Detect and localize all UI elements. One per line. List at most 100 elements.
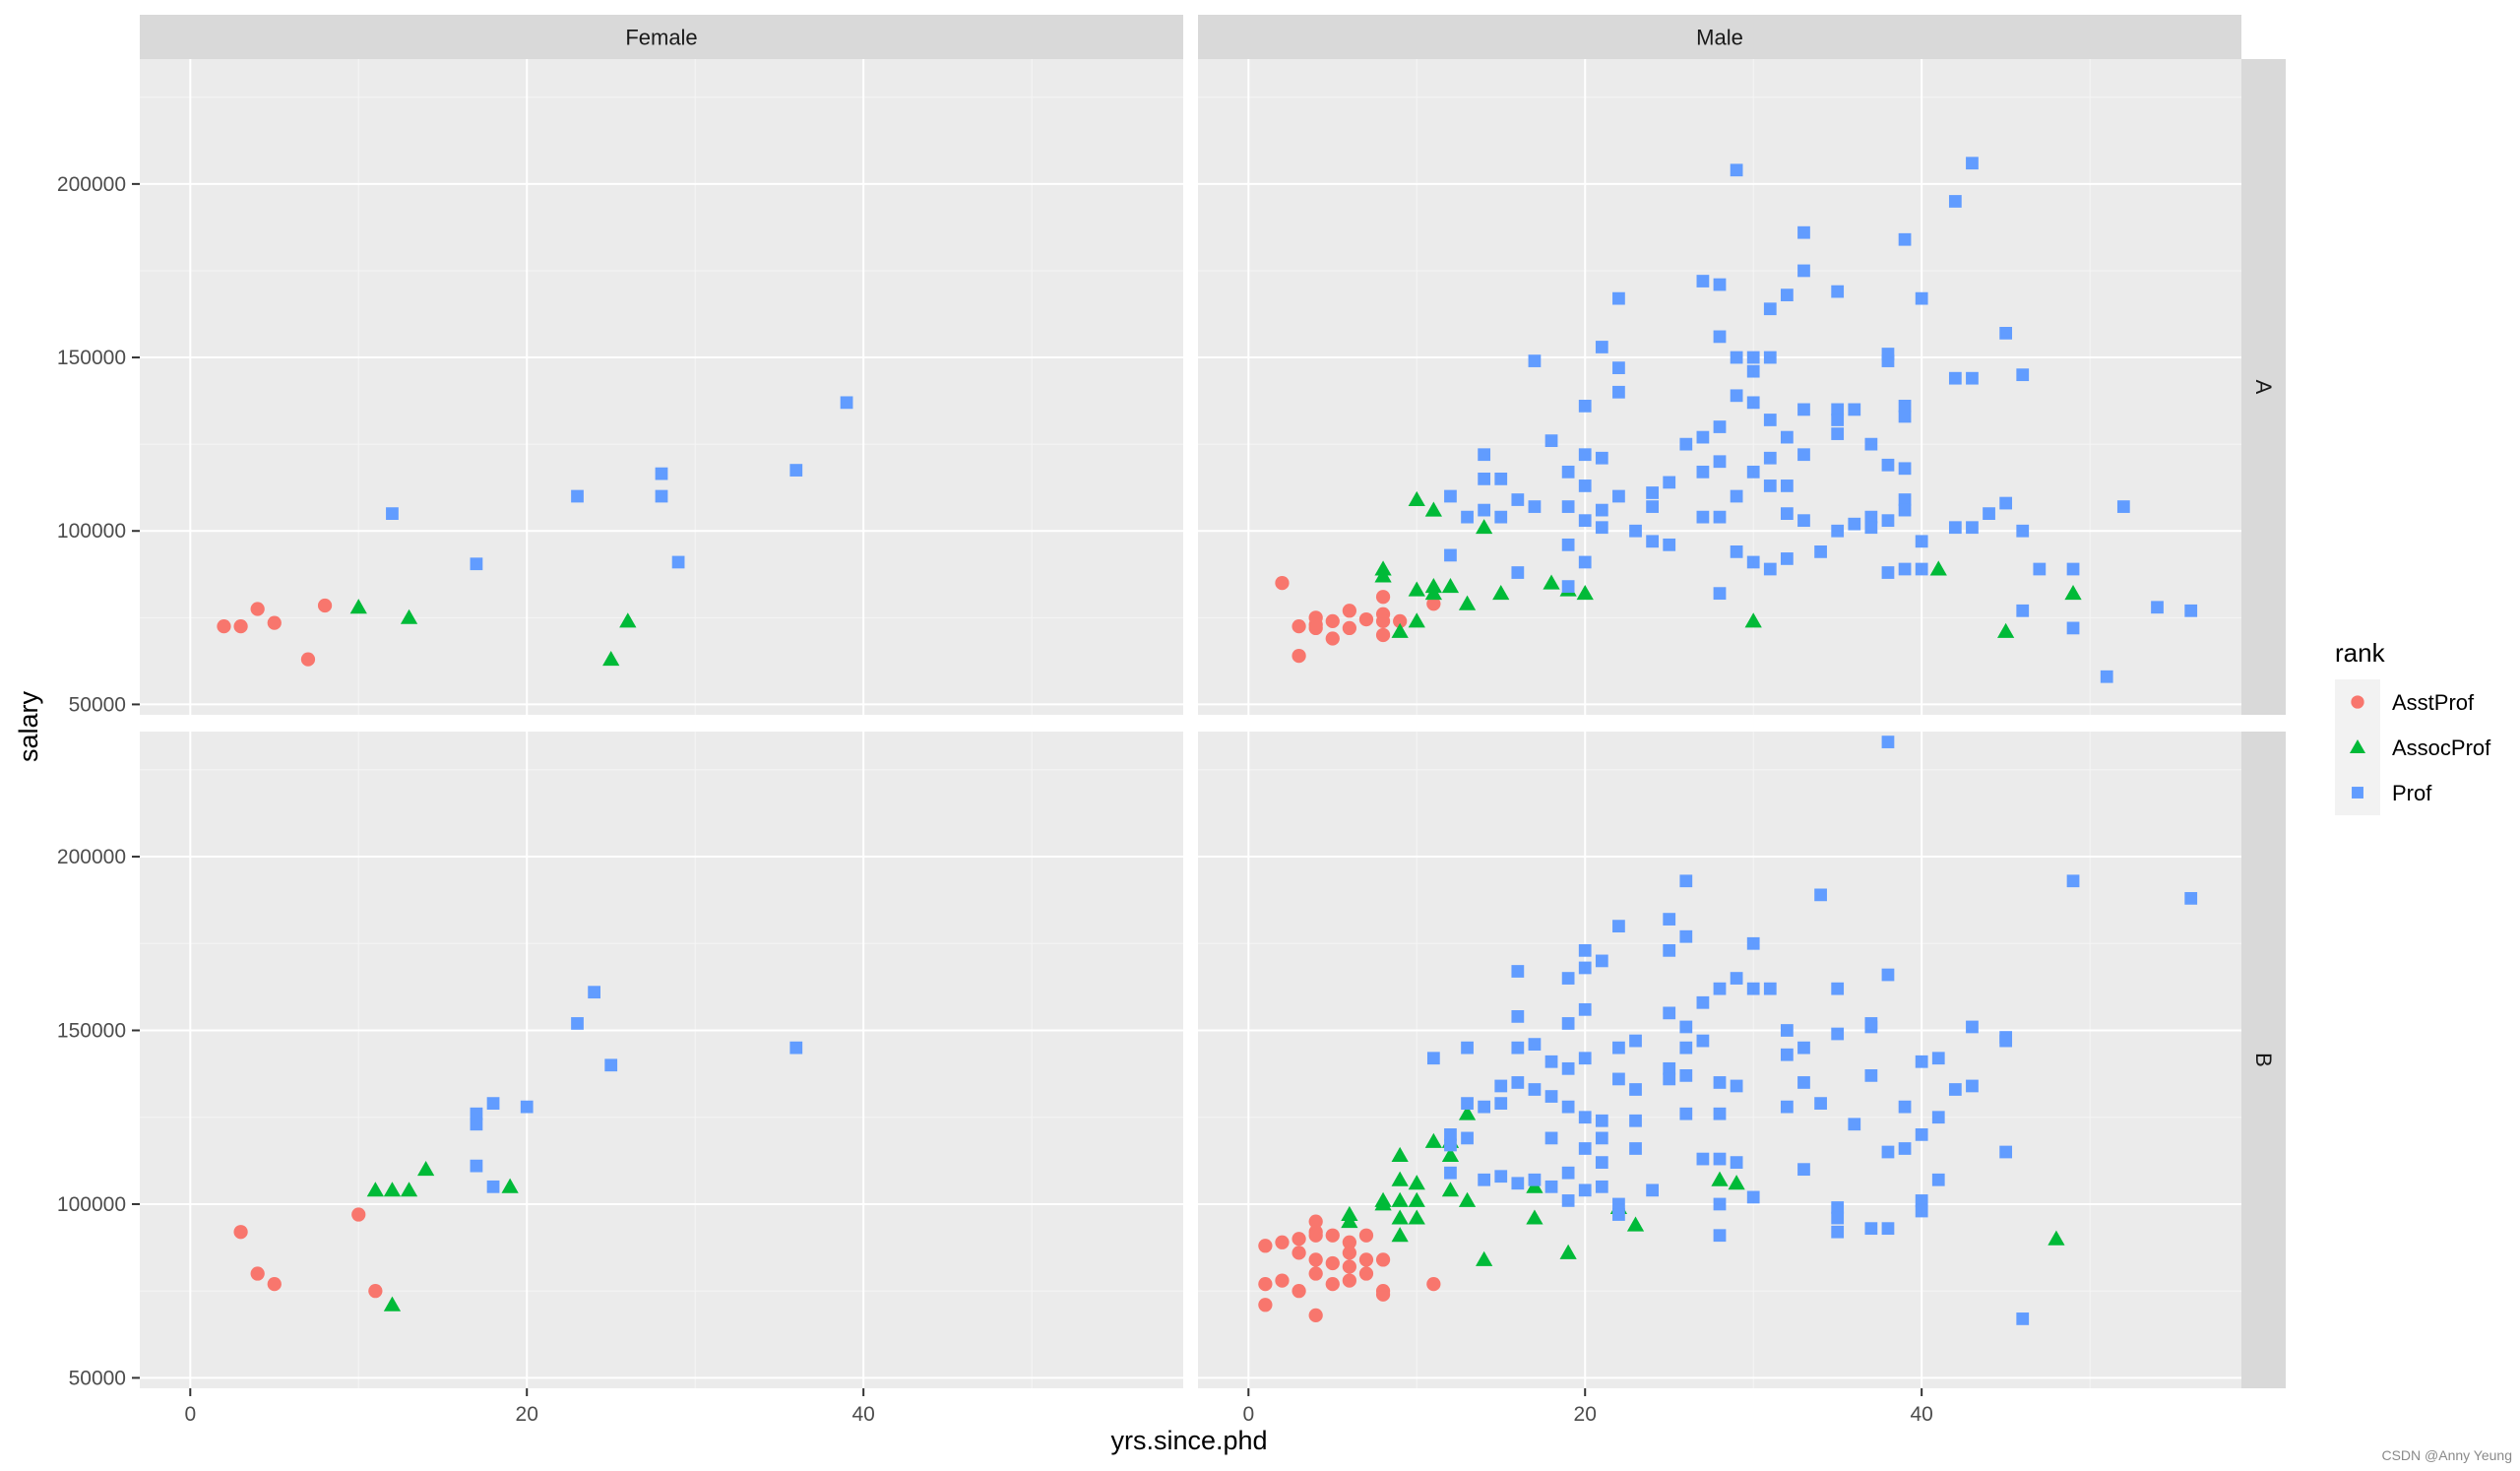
data-point-prof bbox=[1528, 354, 1542, 367]
data-point-prof bbox=[1881, 968, 1895, 982]
data-point-prof bbox=[1544, 434, 1558, 447]
data-point-prof bbox=[1797, 403, 1810, 416]
data-point-prof bbox=[1831, 285, 1845, 298]
data-point-prof bbox=[1713, 982, 1727, 995]
data-point-prof bbox=[1494, 510, 1508, 524]
legend-key-assocprof bbox=[2349, 738, 2366, 754]
data-point-prof bbox=[1461, 1041, 1474, 1055]
data-point-assocprof bbox=[619, 612, 637, 628]
facet-label-female: Female bbox=[625, 26, 697, 50]
data-point-prof bbox=[1561, 972, 1575, 985]
data-point-prof bbox=[1461, 1097, 1474, 1110]
data-point-prof bbox=[1797, 264, 1810, 278]
data-point-assocprof bbox=[1744, 612, 1762, 628]
data-point-prof bbox=[655, 467, 668, 480]
data-point-prof bbox=[1781, 430, 1794, 444]
data-point-prof bbox=[1730, 1156, 1743, 1169]
data-point-prof bbox=[1931, 1052, 1945, 1065]
data-point-asstprof bbox=[1292, 1232, 1306, 1247]
data-point-asstprof bbox=[1375, 627, 1391, 643]
data-point-asstprof bbox=[1292, 1284, 1306, 1299]
data-point-assocprof bbox=[602, 650, 620, 667]
data-point-prof bbox=[1831, 414, 1845, 426]
facet-strip-b bbox=[2241, 732, 2286, 1388]
facet-label-male: Male bbox=[1696, 26, 1743, 50]
data-point-prof bbox=[1595, 1114, 1608, 1127]
data-point-prof bbox=[1781, 507, 1794, 520]
data-point-prof bbox=[1931, 1111, 1945, 1124]
data-point-prof bbox=[1561, 580, 1575, 593]
data-point-prof bbox=[1494, 1170, 1508, 1183]
x-tick-label: 0 bbox=[1242, 1403, 1254, 1426]
data-point-prof bbox=[1713, 510, 1727, 524]
data-point-prof bbox=[1612, 1072, 1625, 1086]
data-point-assocprof bbox=[1391, 1146, 1409, 1163]
data-point-prof bbox=[1814, 545, 1827, 558]
data-point-prof bbox=[1679, 1041, 1693, 1055]
data-point-prof bbox=[1781, 288, 1794, 301]
data-point-prof bbox=[1679, 437, 1693, 451]
data-point-prof bbox=[1663, 1006, 1676, 1020]
y-tick-label: 200000 bbox=[57, 846, 126, 868]
data-point-prof bbox=[1444, 1128, 1457, 1141]
legend-key-prof bbox=[2352, 787, 2363, 799]
data-point-prof bbox=[1713, 1229, 1727, 1243]
data-point-prof bbox=[1444, 1166, 1457, 1180]
data-point-prof bbox=[1494, 1097, 1508, 1110]
data-point-prof bbox=[1898, 232, 1912, 246]
data-point-assocprof bbox=[1458, 1105, 1477, 1120]
data-point-prof bbox=[1528, 1038, 1542, 1051]
data-point-prof bbox=[1595, 1131, 1608, 1145]
data-point-prof bbox=[1663, 538, 1676, 551]
data-point-asstprof bbox=[1258, 1277, 1273, 1292]
data-point-prof bbox=[1578, 1183, 1592, 1197]
data-point-asstprof bbox=[1258, 1239, 1273, 1253]
data-point-prof bbox=[1629, 1083, 1642, 1096]
axes-layer: 50000 100000 150000 200000 50000 100000 150000… bbox=[57, 173, 1933, 1426]
data-point-prof bbox=[1999, 327, 2013, 340]
data-point-assocprof bbox=[1559, 1244, 1577, 1259]
data-point-assocprof bbox=[1526, 1209, 1544, 1225]
data-point-asstprof bbox=[1426, 597, 1441, 611]
y-tick-label: 200000 bbox=[57, 173, 126, 196]
data-point-prof bbox=[1511, 1010, 1525, 1023]
strips-layer: Female Male A B bbox=[140, 15, 2286, 1388]
data-point-prof bbox=[1864, 510, 1878, 524]
data-point-assocprof bbox=[1476, 1250, 1493, 1266]
data-point-prof bbox=[1578, 961, 1592, 975]
data-point-prof bbox=[1511, 1177, 1525, 1190]
data-point-assocprof bbox=[1391, 1191, 1409, 1207]
data-point-prof bbox=[1831, 427, 1845, 440]
data-point-assocprof bbox=[1576, 585, 1594, 601]
data-point-asstprof bbox=[368, 1284, 383, 1299]
facet-strip-a bbox=[2241, 59, 2286, 715]
data-point-prof bbox=[1612, 1208, 1625, 1221]
data-point-assocprof bbox=[1391, 1209, 1409, 1225]
data-point-prof bbox=[1478, 503, 1491, 517]
data-point-prof bbox=[1578, 1002, 1592, 1016]
data-point-prof bbox=[1999, 1145, 2013, 1159]
data-point-prof bbox=[1915, 1204, 1928, 1218]
data-point-asstprof bbox=[300, 652, 316, 667]
data-point-prof bbox=[1511, 1076, 1525, 1089]
data-point-prof bbox=[1578, 555, 1592, 569]
data-point-prof bbox=[1797, 448, 1810, 462]
data-point-assocprof bbox=[1929, 560, 1947, 576]
data-point-assocprof bbox=[2048, 1230, 2065, 1246]
data-point-prof bbox=[1746, 465, 1760, 479]
data-point-prof bbox=[1831, 1201, 1845, 1214]
data-point-assocprof bbox=[400, 1182, 418, 1197]
legend-key-asstprof bbox=[2351, 695, 2364, 709]
data-point-assocprof bbox=[1424, 1132, 1442, 1148]
data-point-asstprof bbox=[351, 1207, 366, 1222]
data-point-prof bbox=[1781, 552, 1794, 565]
data-point-assocprof bbox=[1997, 622, 2015, 638]
data-point-assocprof bbox=[1374, 1195, 1392, 1211]
data-point-prof bbox=[1763, 562, 1777, 576]
data-point-prof bbox=[1679, 1069, 1693, 1082]
data-point-asstprof bbox=[1342, 1273, 1356, 1288]
data-point-assocprof bbox=[349, 599, 367, 614]
data-point-prof bbox=[1983, 507, 1995, 520]
data-point-prof bbox=[1511, 493, 1525, 506]
data-point-assocprof bbox=[1341, 1212, 1358, 1229]
